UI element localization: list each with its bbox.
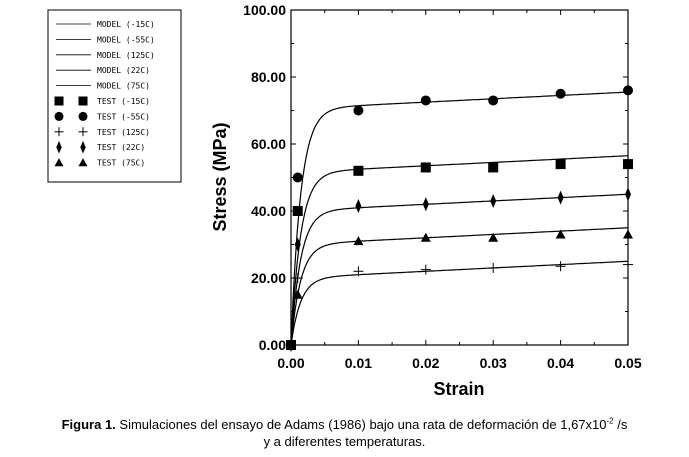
y-axis-label: Stress (MPa) [210, 122, 230, 231]
legend-box [47, 9, 182, 183]
x-tick-label: 0.03 [480, 355, 507, 371]
marker-plus [54, 127, 64, 137]
y-tick-label: 20.00 [251, 270, 286, 286]
marker-diamond [56, 140, 62, 154]
legend-label: MODEL (75C) [97, 82, 150, 91]
x-tick-label: 0.02 [412, 355, 439, 371]
marker-plus [78, 127, 88, 137]
marker-circle [353, 105, 364, 116]
marker-square [78, 96, 88, 106]
marker-circle [420, 95, 431, 106]
marker-circle [488, 95, 499, 106]
legend-label: MODEL (125C) [97, 51, 155, 60]
marker-plus [292, 273, 303, 283]
x-tick-label: 0.05 [614, 355, 641, 371]
marker-plus [420, 264, 431, 275]
model-curve [290, 193, 629, 346]
model-curve [290, 227, 629, 346]
y-tick-label: 80.00 [251, 69, 286, 85]
model-curves [290, 91, 629, 346]
caption-line-2: y a diferentes temperaturas. [263, 434, 426, 449]
marker-plus [488, 262, 499, 273]
marker-plus [353, 266, 364, 277]
marker-triangle [488, 232, 499, 242]
caption-unit: /s [613, 417, 628, 432]
legend-label: TEST (-55C) [97, 112, 150, 121]
marker-diamond [490, 193, 497, 208]
marker-square [623, 159, 633, 170]
marker-triangle [555, 229, 566, 239]
legend-label: TEST (-15C) [97, 97, 150, 106]
model-curve [290, 91, 629, 346]
x-tick-label: 0.04 [547, 355, 574, 371]
caption-label: Figura 1. [61, 417, 116, 432]
figure-caption: Figura 1. Simulaciones del ensayo de Ada… [0, 416, 689, 450]
marker-diamond [625, 187, 631, 202]
marker-circle [78, 111, 88, 121]
caption-text: Simulaciones del ensayo de Adams (1986) … [115, 417, 607, 432]
marker-circle [54, 111, 64, 121]
marker-square [420, 162, 431, 173]
caption-line-1: Figura 1. Simulaciones del ensayo de Ada… [0, 416, 689, 433]
marker-triangle [623, 229, 633, 239]
marker-plus [623, 259, 633, 270]
marker-circle [555, 88, 566, 99]
marker-square [54, 96, 64, 106]
marker-diamond [557, 190, 564, 205]
marker-triangle [292, 289, 303, 299]
model-curve [290, 155, 629, 346]
y-tick-label: 40.00 [251, 203, 286, 219]
y-tick-label: 0.00 [259, 337, 286, 353]
legend-label: TEST (22C) [97, 143, 145, 152]
marker-square [488, 162, 499, 173]
axis-ticks: 0.00 0.01 0.02 0.03 0.04 0.05 0.00 20.00 40.00 60… [243, 2, 642, 371]
marker-diamond [355, 198, 362, 213]
marker-plus [555, 261, 566, 272]
marker-square [292, 206, 303, 216]
legend: MODEL (-15C) MODEL (-55C) MODEL (125C) MODE… [54, 20, 155, 168]
legend-label: TEST (75C) [97, 159, 145, 168]
y-tick-label: 100.00 [243, 2, 286, 18]
test-markers [286, 85, 633, 352]
x-axis-label: Strain [433, 379, 484, 399]
legend-label: MODEL (-15C) [97, 20, 155, 29]
x-tick-label: 0.00 [277, 355, 304, 371]
marker-square [353, 165, 364, 176]
marker-diamond [294, 237, 301, 252]
legend-label: MODEL (-55C) [97, 35, 155, 44]
marker-triangle [78, 158, 88, 167]
marker-square [555, 159, 566, 170]
legend-label: MODEL (22C) [97, 66, 150, 75]
marker-triangle [420, 232, 431, 242]
stress-strain-chart: MODEL (-15C) MODEL (-55C) MODEL (125C) MODE… [47, 2, 642, 399]
marker-circle [292, 172, 303, 183]
legend-label: TEST (125C) [97, 128, 150, 137]
model-curve [290, 260, 629, 346]
y-tick-label: 60.00 [251, 136, 286, 152]
marker-triangle [54, 158, 64, 167]
marker-diamond [422, 197, 429, 212]
x-tick-label: 0.01 [345, 355, 372, 371]
plot-frame [290, 9, 629, 346]
marker-circle [623, 85, 633, 96]
caption-exponent: -2 [606, 416, 614, 426]
marker-triangle [353, 236, 364, 246]
marker-triangle [286, 340, 296, 349]
marker-diamond [80, 140, 86, 154]
